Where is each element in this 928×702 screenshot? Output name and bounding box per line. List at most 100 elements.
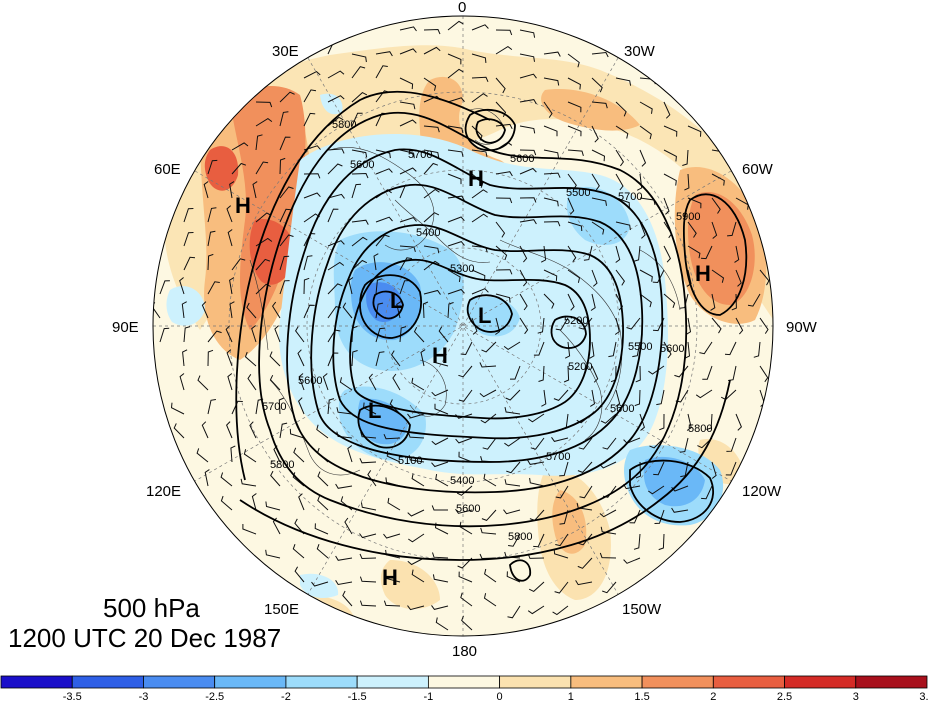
wind-barb (615, 173, 624, 191)
wind-barb (747, 293, 761, 307)
longitude-label: 30W (624, 43, 656, 60)
wind-barb (608, 341, 617, 358)
colorbar-tick-label: 2 (710, 691, 716, 702)
wind-barb (203, 181, 209, 199)
wind-barb (196, 448, 209, 463)
wind-barb (687, 245, 701, 259)
wind-barb (289, 428, 305, 439)
wind-barb (335, 483, 353, 489)
wind-barb (724, 341, 737, 356)
wind-barb (633, 533, 641, 550)
wind-barb (583, 245, 593, 261)
wind-barb (471, 269, 486, 281)
wind-barb (159, 280, 170, 295)
wind-barb (706, 413, 713, 430)
wind-barb (255, 258, 271, 271)
wind-barb (504, 406, 521, 415)
wind-barb (711, 173, 725, 186)
wind-barb (543, 149, 559, 158)
wind-barb (577, 557, 593, 569)
wind-barb (659, 413, 665, 431)
wind-barb (495, 77, 506, 94)
wind-barb (375, 65, 388, 79)
wind-barb (432, 552, 449, 559)
wind-barb (632, 341, 641, 358)
wind-barb (674, 365, 689, 378)
wind-barb (648, 485, 665, 495)
wind-barb (322, 373, 329, 391)
longitude-label: 60E (154, 161, 181, 178)
wind-barb (279, 280, 290, 295)
wind-barb (567, 269, 581, 283)
low-center: L (478, 303, 491, 328)
wind-barb (687, 221, 697, 238)
wind-barb (663, 341, 672, 359)
wind-barb (686, 269, 692, 287)
wind-barb (316, 544, 329, 559)
wind-barb (634, 389, 641, 407)
high-center: H (432, 343, 448, 368)
wind-barb (695, 389, 713, 399)
contour-label: 5400 (416, 227, 440, 239)
wind-barb (563, 365, 570, 383)
wind-barb (375, 351, 385, 367)
wind-barb (559, 461, 569, 477)
pressure-centers: H H H H H L L L (235, 166, 711, 590)
wind-barb (220, 495, 233, 511)
wind-barb (615, 221, 631, 231)
wind-barb (633, 245, 641, 262)
wind-barb (578, 533, 593, 546)
wind-barb (479, 389, 497, 398)
wind-barb (375, 149, 391, 159)
wind-barb (682, 149, 689, 166)
high-center: H (235, 193, 251, 218)
wind-barb (519, 197, 537, 203)
wind-barb (243, 449, 257, 463)
wind-barb (506, 571, 521, 583)
wind-barb (342, 590, 353, 607)
wind-barb (303, 89, 317, 103)
contour-label: 5200 (568, 361, 592, 373)
wind-barb (327, 95, 345, 103)
wind-barb (455, 437, 473, 444)
wind-barb (458, 571, 473, 583)
contour-label: 5600 (350, 159, 374, 171)
wind-barb (519, 125, 536, 134)
wind-barb (543, 293, 555, 309)
wind-barb (471, 76, 489, 83)
wind-barb (591, 77, 603, 93)
wind-barb (575, 580, 593, 586)
wind-barb (639, 149, 647, 167)
wind-barb (684, 341, 691, 359)
wind-barb (351, 183, 362, 199)
colorbar: -3.5 -3 -2.5 -2 -1.5 -1 0 1 1.5 2 2.5 3 3.5 (0, 675, 928, 702)
wind-barb (399, 280, 410, 295)
wind-barb (399, 26, 417, 32)
wind-barb (447, 97, 465, 103)
wind-barb (435, 617, 449, 631)
wind-barb (387, 497, 401, 511)
wind-barb (204, 469, 210, 487)
wind-barb (375, 278, 383, 295)
contour-label: 5100 (398, 455, 422, 467)
wind-barb (735, 269, 742, 287)
colorbar-tick-label: 1.5 (634, 691, 649, 702)
wind-barb (599, 509, 617, 518)
wind-barb (457, 557, 473, 569)
wind-barb (399, 119, 417, 127)
wind-barb (351, 350, 358, 367)
wind-barb (686, 413, 692, 431)
wind-barb (399, 77, 414, 90)
wind-barb (303, 70, 321, 79)
contour-label: 5800 (332, 119, 356, 131)
wind-barb (615, 245, 621, 263)
wind-barb (461, 615, 473, 631)
wind-barb (294, 566, 305, 583)
contour-label: 5200 (564, 315, 588, 327)
wind-barb (543, 77, 560, 86)
wind-barb (735, 413, 742, 431)
colorbar-swatch (499, 675, 572, 689)
wind-barb (317, 495, 329, 511)
wind-barb (602, 581, 617, 594)
wind-barb (555, 317, 569, 331)
